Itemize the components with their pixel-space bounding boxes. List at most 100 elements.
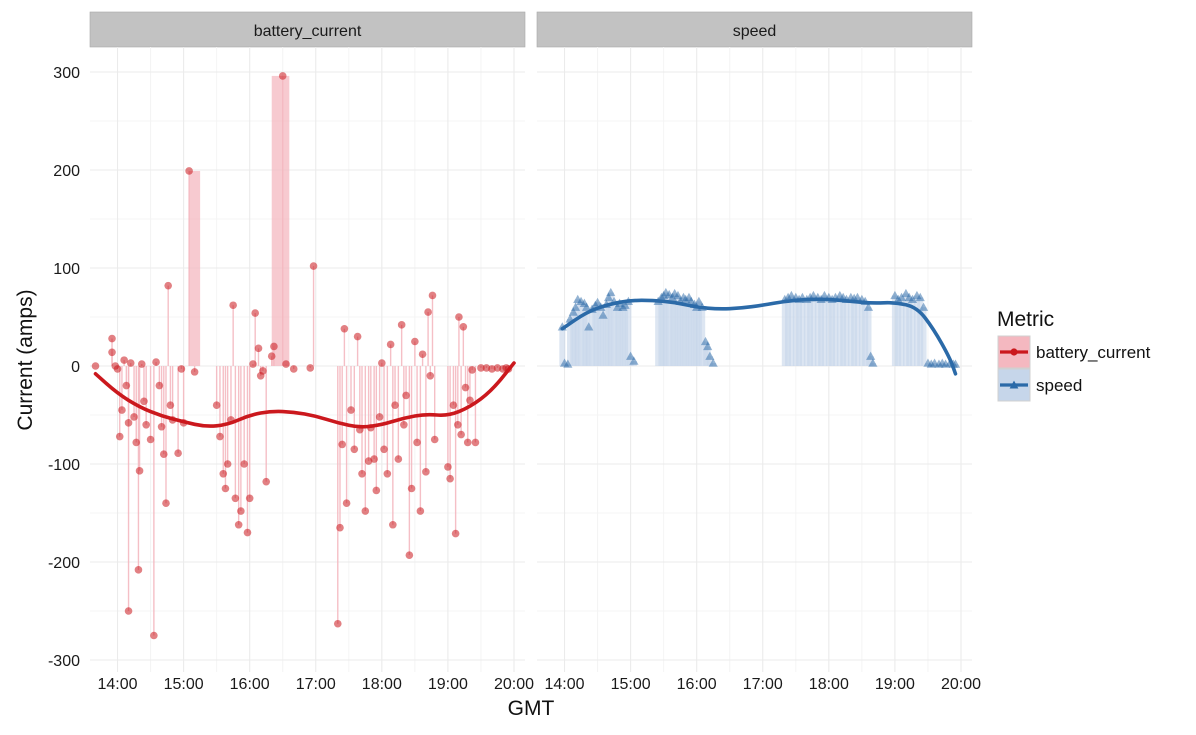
data-point xyxy=(338,440,346,449)
data-point xyxy=(568,307,578,316)
data-point xyxy=(190,368,199,376)
data-point xyxy=(454,421,462,429)
x-tick-label: 19:00 xyxy=(428,676,468,693)
data-point xyxy=(426,372,435,380)
data-point xyxy=(289,365,298,373)
x-tick-label: 20:00 xyxy=(494,676,534,693)
data-point xyxy=(212,401,221,410)
data-point xyxy=(267,352,276,361)
facet-strip xyxy=(536,11,973,48)
x-tick-label: 14:00 xyxy=(545,676,585,693)
data-point xyxy=(130,413,138,421)
data-point xyxy=(446,474,454,483)
data-point xyxy=(118,406,126,414)
data-point xyxy=(380,445,388,454)
x-tick-label: 15:00 xyxy=(611,676,651,693)
data-point xyxy=(162,499,170,508)
data-point xyxy=(459,323,468,331)
data-point xyxy=(378,359,386,367)
data-point xyxy=(240,460,248,468)
data-point xyxy=(918,302,929,311)
data-point xyxy=(708,358,718,367)
data-point xyxy=(333,619,342,628)
data-point xyxy=(422,468,430,476)
series-battery_current xyxy=(91,72,516,640)
data-point xyxy=(629,356,639,365)
data-point xyxy=(132,438,141,447)
data-point xyxy=(455,313,463,321)
data-point xyxy=(370,455,378,463)
data-point xyxy=(152,358,160,366)
data-point xyxy=(91,362,100,370)
data-point xyxy=(407,484,416,493)
facet-strip xyxy=(89,11,526,48)
data-point xyxy=(915,292,925,302)
series-speed xyxy=(557,287,961,376)
y-tick-label: 200 xyxy=(53,163,80,180)
data-point xyxy=(124,607,133,615)
x-axis-title: GMT xyxy=(508,697,555,720)
x-tick-label: 18:00 xyxy=(809,676,849,693)
data-point xyxy=(463,438,472,447)
data-point xyxy=(185,167,193,175)
data-point xyxy=(584,322,594,331)
data-point xyxy=(120,356,128,364)
legend-label: speed xyxy=(1036,376,1082,395)
data-point xyxy=(466,396,474,405)
data-point xyxy=(705,351,715,360)
data-point xyxy=(146,435,155,444)
legend-label: battery_current xyxy=(1036,343,1151,362)
data-point xyxy=(254,344,263,353)
data-point xyxy=(108,348,116,357)
data-point xyxy=(428,291,437,300)
data-point xyxy=(124,419,133,427)
data-point xyxy=(394,455,403,463)
smooth-trend-line xyxy=(93,361,516,429)
data-point xyxy=(278,72,287,80)
data-point xyxy=(430,435,439,444)
data-point xyxy=(166,401,175,410)
data-point xyxy=(353,332,362,341)
data-point xyxy=(563,359,573,368)
data-point xyxy=(457,430,465,439)
data-point xyxy=(309,262,318,270)
data-point xyxy=(251,309,259,317)
data-point xyxy=(391,401,399,410)
data-point xyxy=(350,445,359,454)
data-point xyxy=(375,413,384,421)
data-point xyxy=(626,351,636,360)
data-point xyxy=(336,523,344,532)
value-bar xyxy=(271,75,290,367)
data-point xyxy=(477,364,485,372)
data-point xyxy=(155,381,164,390)
data-point xyxy=(262,477,271,486)
data-point xyxy=(400,421,408,429)
data-point xyxy=(340,324,349,333)
data-point xyxy=(397,321,406,329)
data-point xyxy=(259,367,267,375)
data-point xyxy=(159,450,168,459)
data-point xyxy=(386,340,395,349)
legend-key-marker xyxy=(1009,380,1019,389)
data-point xyxy=(592,297,603,306)
data-point xyxy=(471,438,480,447)
data-point xyxy=(347,406,355,414)
data-point xyxy=(140,397,148,406)
y-tick-label: -100 xyxy=(48,457,80,474)
data-point xyxy=(137,360,146,368)
data-point xyxy=(150,631,158,640)
data-point xyxy=(411,337,419,346)
data-point xyxy=(164,281,172,290)
data-point xyxy=(372,486,381,495)
data-point xyxy=(142,421,150,429)
data-point xyxy=(231,494,240,503)
legend-key-marker xyxy=(1010,348,1018,356)
legend-title: Metric xyxy=(997,308,1054,331)
data-point xyxy=(108,334,116,343)
data-point xyxy=(694,296,704,305)
data-point xyxy=(113,365,122,373)
y-tick-label: -200 xyxy=(48,555,80,572)
